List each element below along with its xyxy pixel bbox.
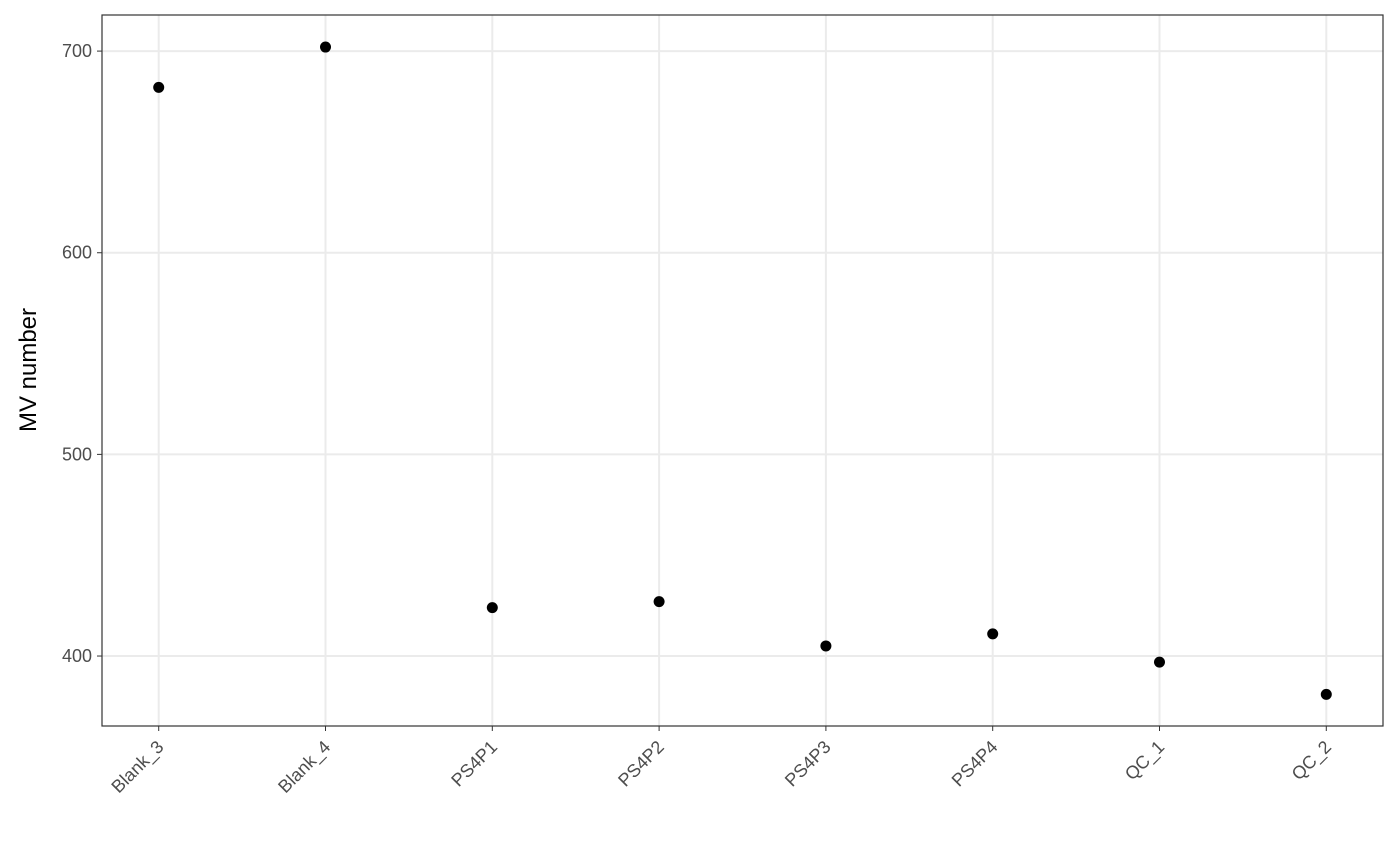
y-tick-label: 400	[62, 646, 92, 666]
y-tick-label: 600	[62, 243, 92, 263]
point	[1153, 656, 1165, 668]
x-tick-label: Blank_3	[107, 737, 168, 798]
point	[486, 602, 498, 614]
y-tick-label: 500	[62, 444, 92, 464]
point	[1320, 688, 1332, 700]
x-tick-label: PS4P3	[781, 737, 835, 791]
y-axis-label: MV number	[15, 308, 42, 432]
x-tick-label: QC_1	[1121, 737, 1169, 785]
point	[153, 81, 165, 93]
panel-border	[101, 14, 1384, 727]
x-tick-label: PS4P1	[447, 737, 501, 791]
point	[987, 628, 999, 640]
x-tick-label: PS4P2	[614, 737, 668, 791]
panel-background	[102, 15, 1383, 726]
point	[820, 640, 832, 652]
x-tick-label: QC_2	[1288, 737, 1336, 785]
x-tick-label: Blank_4	[274, 737, 335, 798]
point	[653, 596, 665, 608]
point	[320, 41, 332, 53]
y-tick-label: 700	[62, 41, 92, 61]
x-tick-label: PS4P4	[948, 737, 1002, 791]
